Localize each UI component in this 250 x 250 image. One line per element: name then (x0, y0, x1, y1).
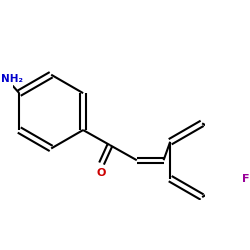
Text: NH₂: NH₂ (1, 74, 23, 84)
Text: O: O (96, 168, 106, 178)
Text: F: F (242, 174, 249, 184)
